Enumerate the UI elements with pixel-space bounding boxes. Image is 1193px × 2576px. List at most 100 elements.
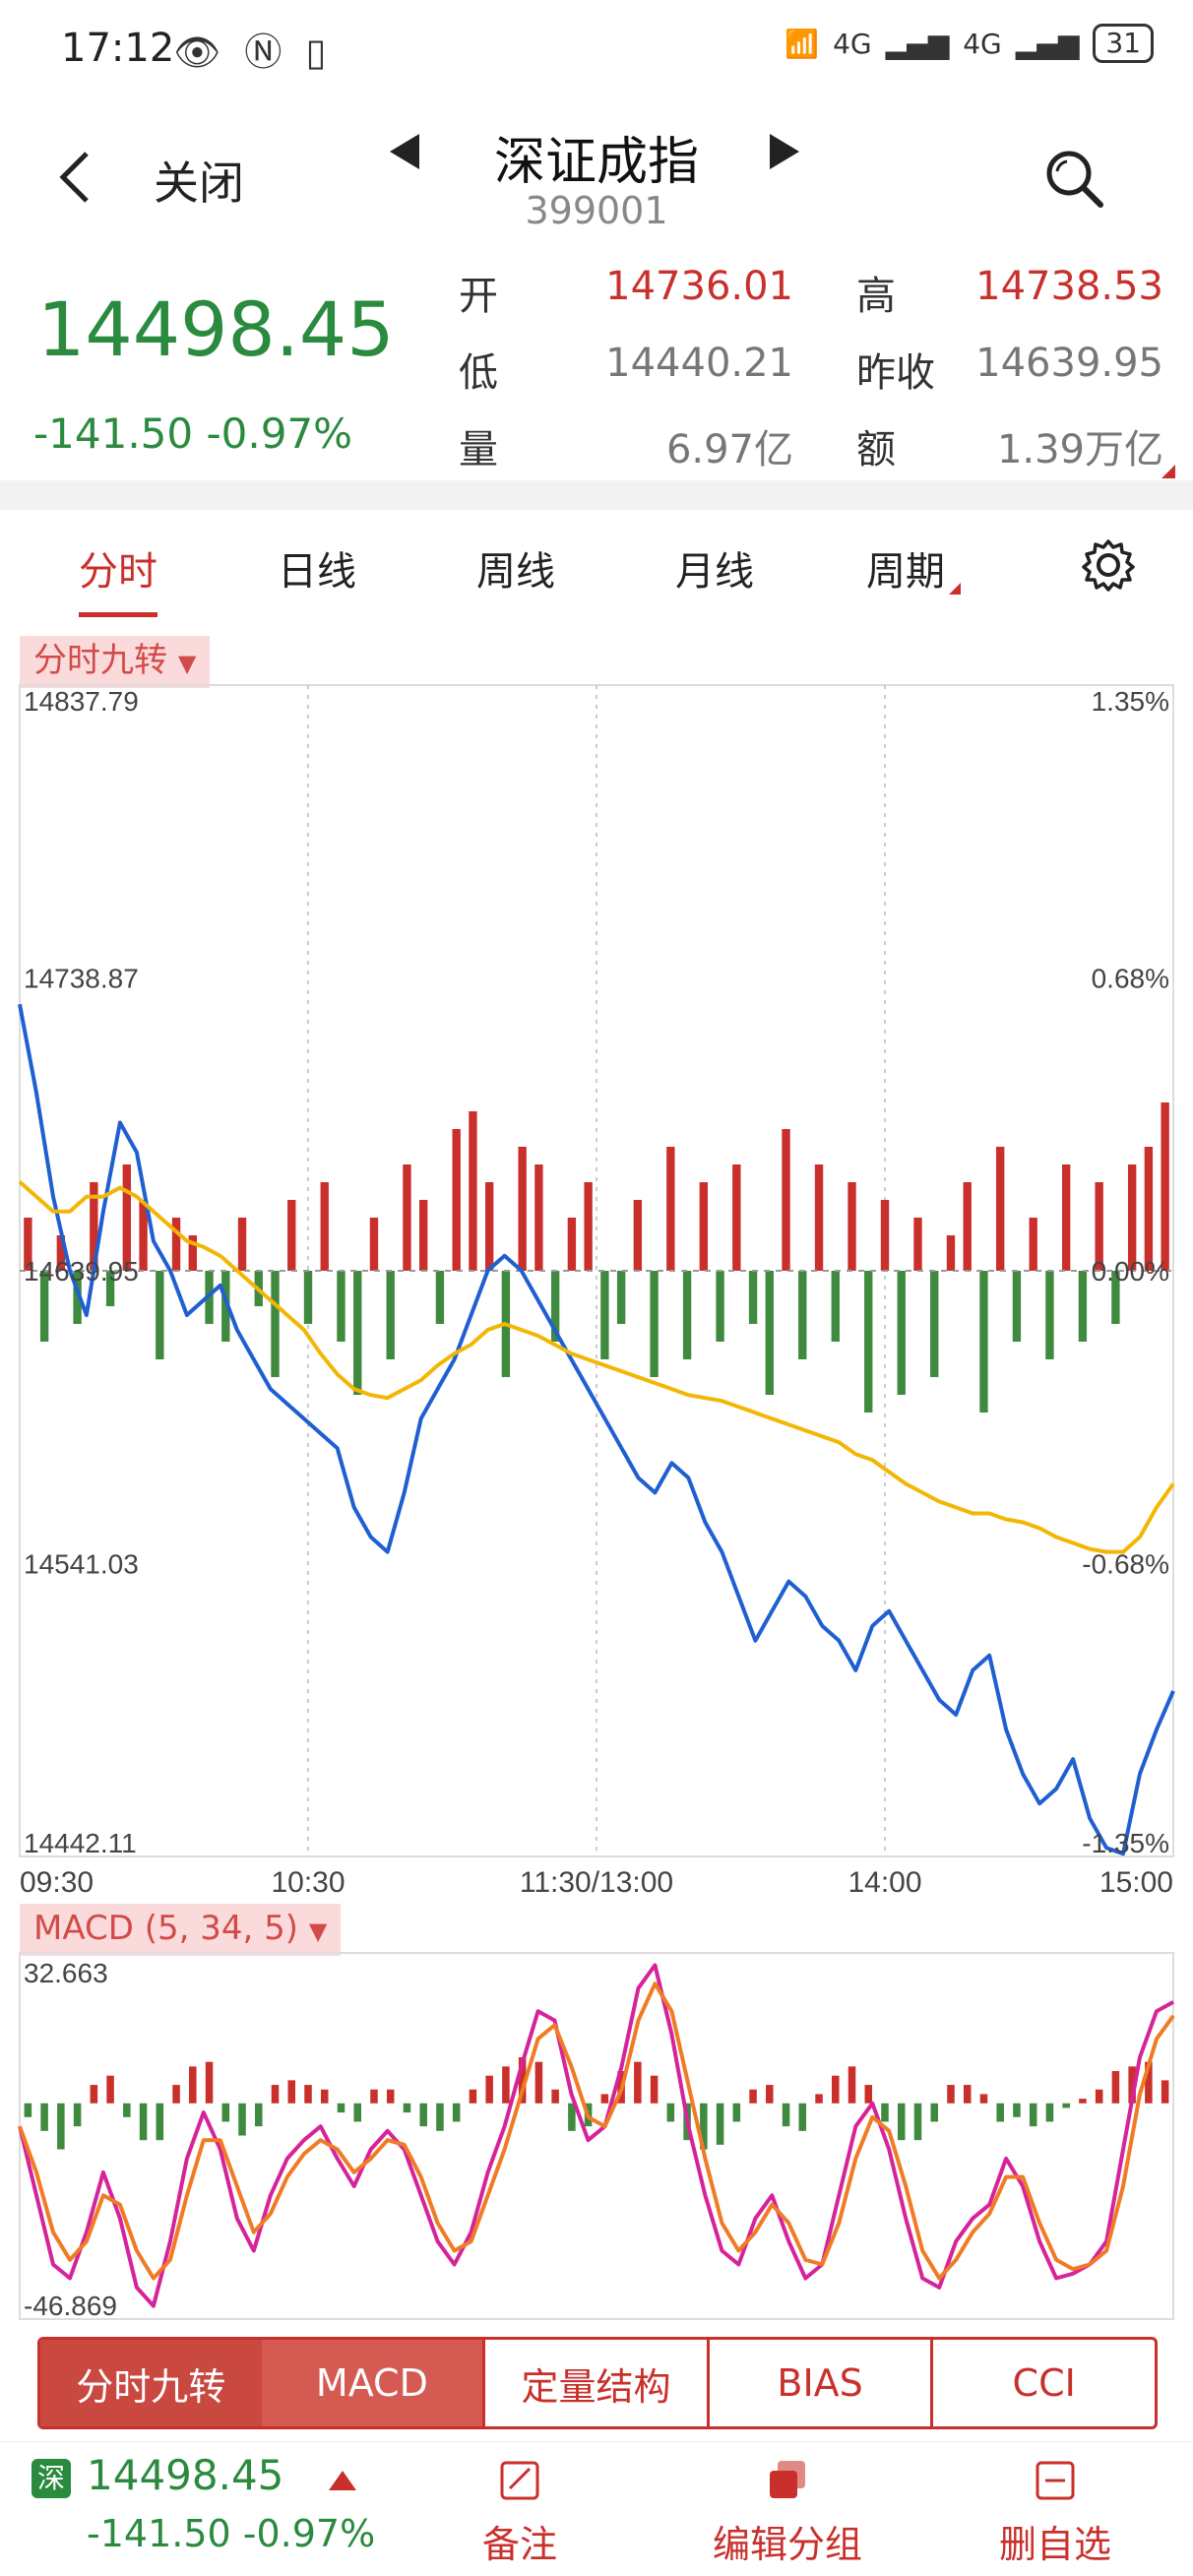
next-index-icon[interactable]	[770, 134, 799, 169]
y-tick-label-pct: 1.35%	[1092, 686, 1169, 717]
macd-hist-up	[1145, 2061, 1153, 2104]
indicator-tab-macd[interactable]: MACD	[261, 2340, 483, 2426]
network-label: 4G	[833, 27, 872, 60]
volume-bar-up	[913, 1218, 922, 1271]
intraday-chart[interactable]: 14837.79 14738.87 14639.95 14541.03 14442.11…	[0, 679, 1193, 1900]
y-tick-label-pct: -1.35%	[1082, 1828, 1169, 1858]
macd-chart[interactable]: 32.663 -46.869	[0, 1949, 1193, 2323]
macd-hist-down	[57, 2103, 65, 2150]
macd-hist-down	[666, 2103, 675, 2122]
macd-hist-up	[1111, 2071, 1120, 2104]
volume-bar-up	[880, 1200, 890, 1271]
volume-bar-up	[534, 1164, 543, 1271]
macd-hist-up	[1095, 2089, 1103, 2104]
volume-bar-up	[946, 1235, 956, 1271]
tab-intraday[interactable]: 分时	[79, 549, 157, 595]
volume-bar-down	[682, 1271, 692, 1359]
macd-hist-down	[732, 2103, 741, 2122]
tab-period[interactable]: 周期	[866, 549, 945, 595]
indicator-tab-cci[interactable]: CCI	[930, 2340, 1155, 2426]
volume-bar-up	[584, 1182, 593, 1271]
indicator-bottom-label: MACD (5, 34, 5)	[33, 1909, 299, 1948]
macd-border	[19, 1952, 1174, 2320]
macd-hist-down	[716, 2103, 724, 2145]
y-tick-label: 14541.03	[24, 1549, 139, 1580]
volume-bar-down	[650, 1271, 659, 1377]
macd-hist-up	[287, 2080, 296, 2104]
expand-up-icon[interactable]	[329, 2471, 356, 2490]
macd-hist-down	[700, 2103, 708, 2150]
macd-hist-down	[1045, 2103, 1054, 2122]
volume-bar-up	[1127, 1164, 1137, 1271]
y-tick-label: 14639.95	[24, 1256, 139, 1287]
note-label: 备注	[481, 2523, 557, 2566]
edit-group-button[interactable]: 编辑分组	[689, 2459, 886, 2568]
amount-label: 额	[856, 427, 896, 472]
open-label: 开	[459, 274, 498, 319]
indicator-selector-bottom[interactable]: MACD (5, 34, 5) ▼	[20, 1904, 342, 1956]
volume-bar-up	[1161, 1102, 1169, 1271]
low-label: 低	[459, 350, 498, 396]
macd-hist-up	[1161, 2080, 1169, 2104]
close-button[interactable]: 关闭	[154, 157, 244, 210]
x-tick-label: 10:30	[271, 1866, 345, 1899]
macd-hist-down	[782, 2103, 790, 2127]
macd-hist-up	[634, 2061, 642, 2104]
edit-group-label: 编辑分组	[712, 2523, 862, 2566]
volume-bar-down	[550, 1271, 560, 1342]
high-value: 14738.53	[975, 264, 1163, 309]
volume-bar-down	[1012, 1271, 1022, 1342]
macd-hist-down	[568, 2103, 576, 2131]
volume-bar-down	[271, 1271, 280, 1377]
indicator-tab-jiuzhuan[interactable]: 分时九转	[40, 2340, 262, 2426]
remove-label: 删自选	[998, 2523, 1111, 2566]
macd-hist-up	[749, 2089, 757, 2104]
prev-index-icon[interactable]	[390, 134, 419, 169]
volume-bar-up	[633, 1200, 643, 1271]
back-icon[interactable]	[55, 148, 94, 207]
macd-max-label: 32.663	[24, 1958, 108, 1988]
indicator-selector-top[interactable]: 分时九转 ▼	[20, 636, 211, 688]
volume-bar-up	[24, 1218, 32, 1271]
volume-bar-down	[864, 1271, 873, 1413]
macd-hist-up	[485, 2075, 493, 2104]
tab-daily[interactable]: 日线	[278, 549, 356, 595]
gear-icon[interactable]	[1079, 535, 1138, 595]
volume-bar-down	[748, 1271, 758, 1324]
note-button[interactable]: 备注	[421, 2459, 618, 2568]
volume-bar-down	[73, 1271, 82, 1324]
signal-icon: ▂▄▆	[885, 27, 950, 60]
volume-bar-up	[782, 1129, 790, 1271]
volume-bar-up	[287, 1200, 296, 1271]
price-line	[18, 1003, 1175, 1856]
macd-hist-down	[452, 2103, 461, 2122]
macd-hist-down	[996, 2103, 1004, 2122]
macd-hist-down	[913, 2103, 922, 2141]
macd-hist-down	[436, 2103, 444, 2131]
volume-bar-up	[171, 1218, 181, 1271]
expand-corner-icon[interactable]	[1162, 465, 1175, 478]
macd-hist-down	[881, 2103, 889, 2122]
volume-bar-up	[732, 1164, 741, 1271]
macd-hist-up	[370, 2089, 378, 2104]
y-tick-label: 14738.87	[24, 964, 139, 994]
macd-hist-down	[139, 2103, 148, 2141]
volume-bar-down	[303, 1271, 313, 1324]
volume-bar-up	[122, 1164, 132, 1271]
page-title: 深证成指	[493, 133, 699, 192]
indicator-tab-structure[interactable]: 定量结构	[482, 2340, 707, 2426]
market-badge: 深	[31, 2459, 71, 2498]
note-icon	[500, 2461, 539, 2500]
volume-bar-up	[1095, 1182, 1103, 1271]
tab-weekly[interactable]: 周线	[476, 549, 555, 595]
footer-change: -141.50 -0.97%	[87, 2512, 376, 2555]
search-icon[interactable]	[1043, 148, 1106, 211]
remove-watchlist-button[interactable]: 删自选	[957, 2459, 1154, 2568]
volume-bar-up	[1029, 1218, 1037, 1271]
section-divider	[0, 480, 1193, 510]
indicator-tab-bias[interactable]: BIAS	[706, 2340, 931, 2426]
macd-line	[18, 1963, 1174, 2308]
tab-monthly[interactable]: 月线	[675, 549, 754, 595]
volume-bar-down	[337, 1271, 345, 1342]
signal2-icon: ▂▄▆	[1015, 27, 1080, 60]
